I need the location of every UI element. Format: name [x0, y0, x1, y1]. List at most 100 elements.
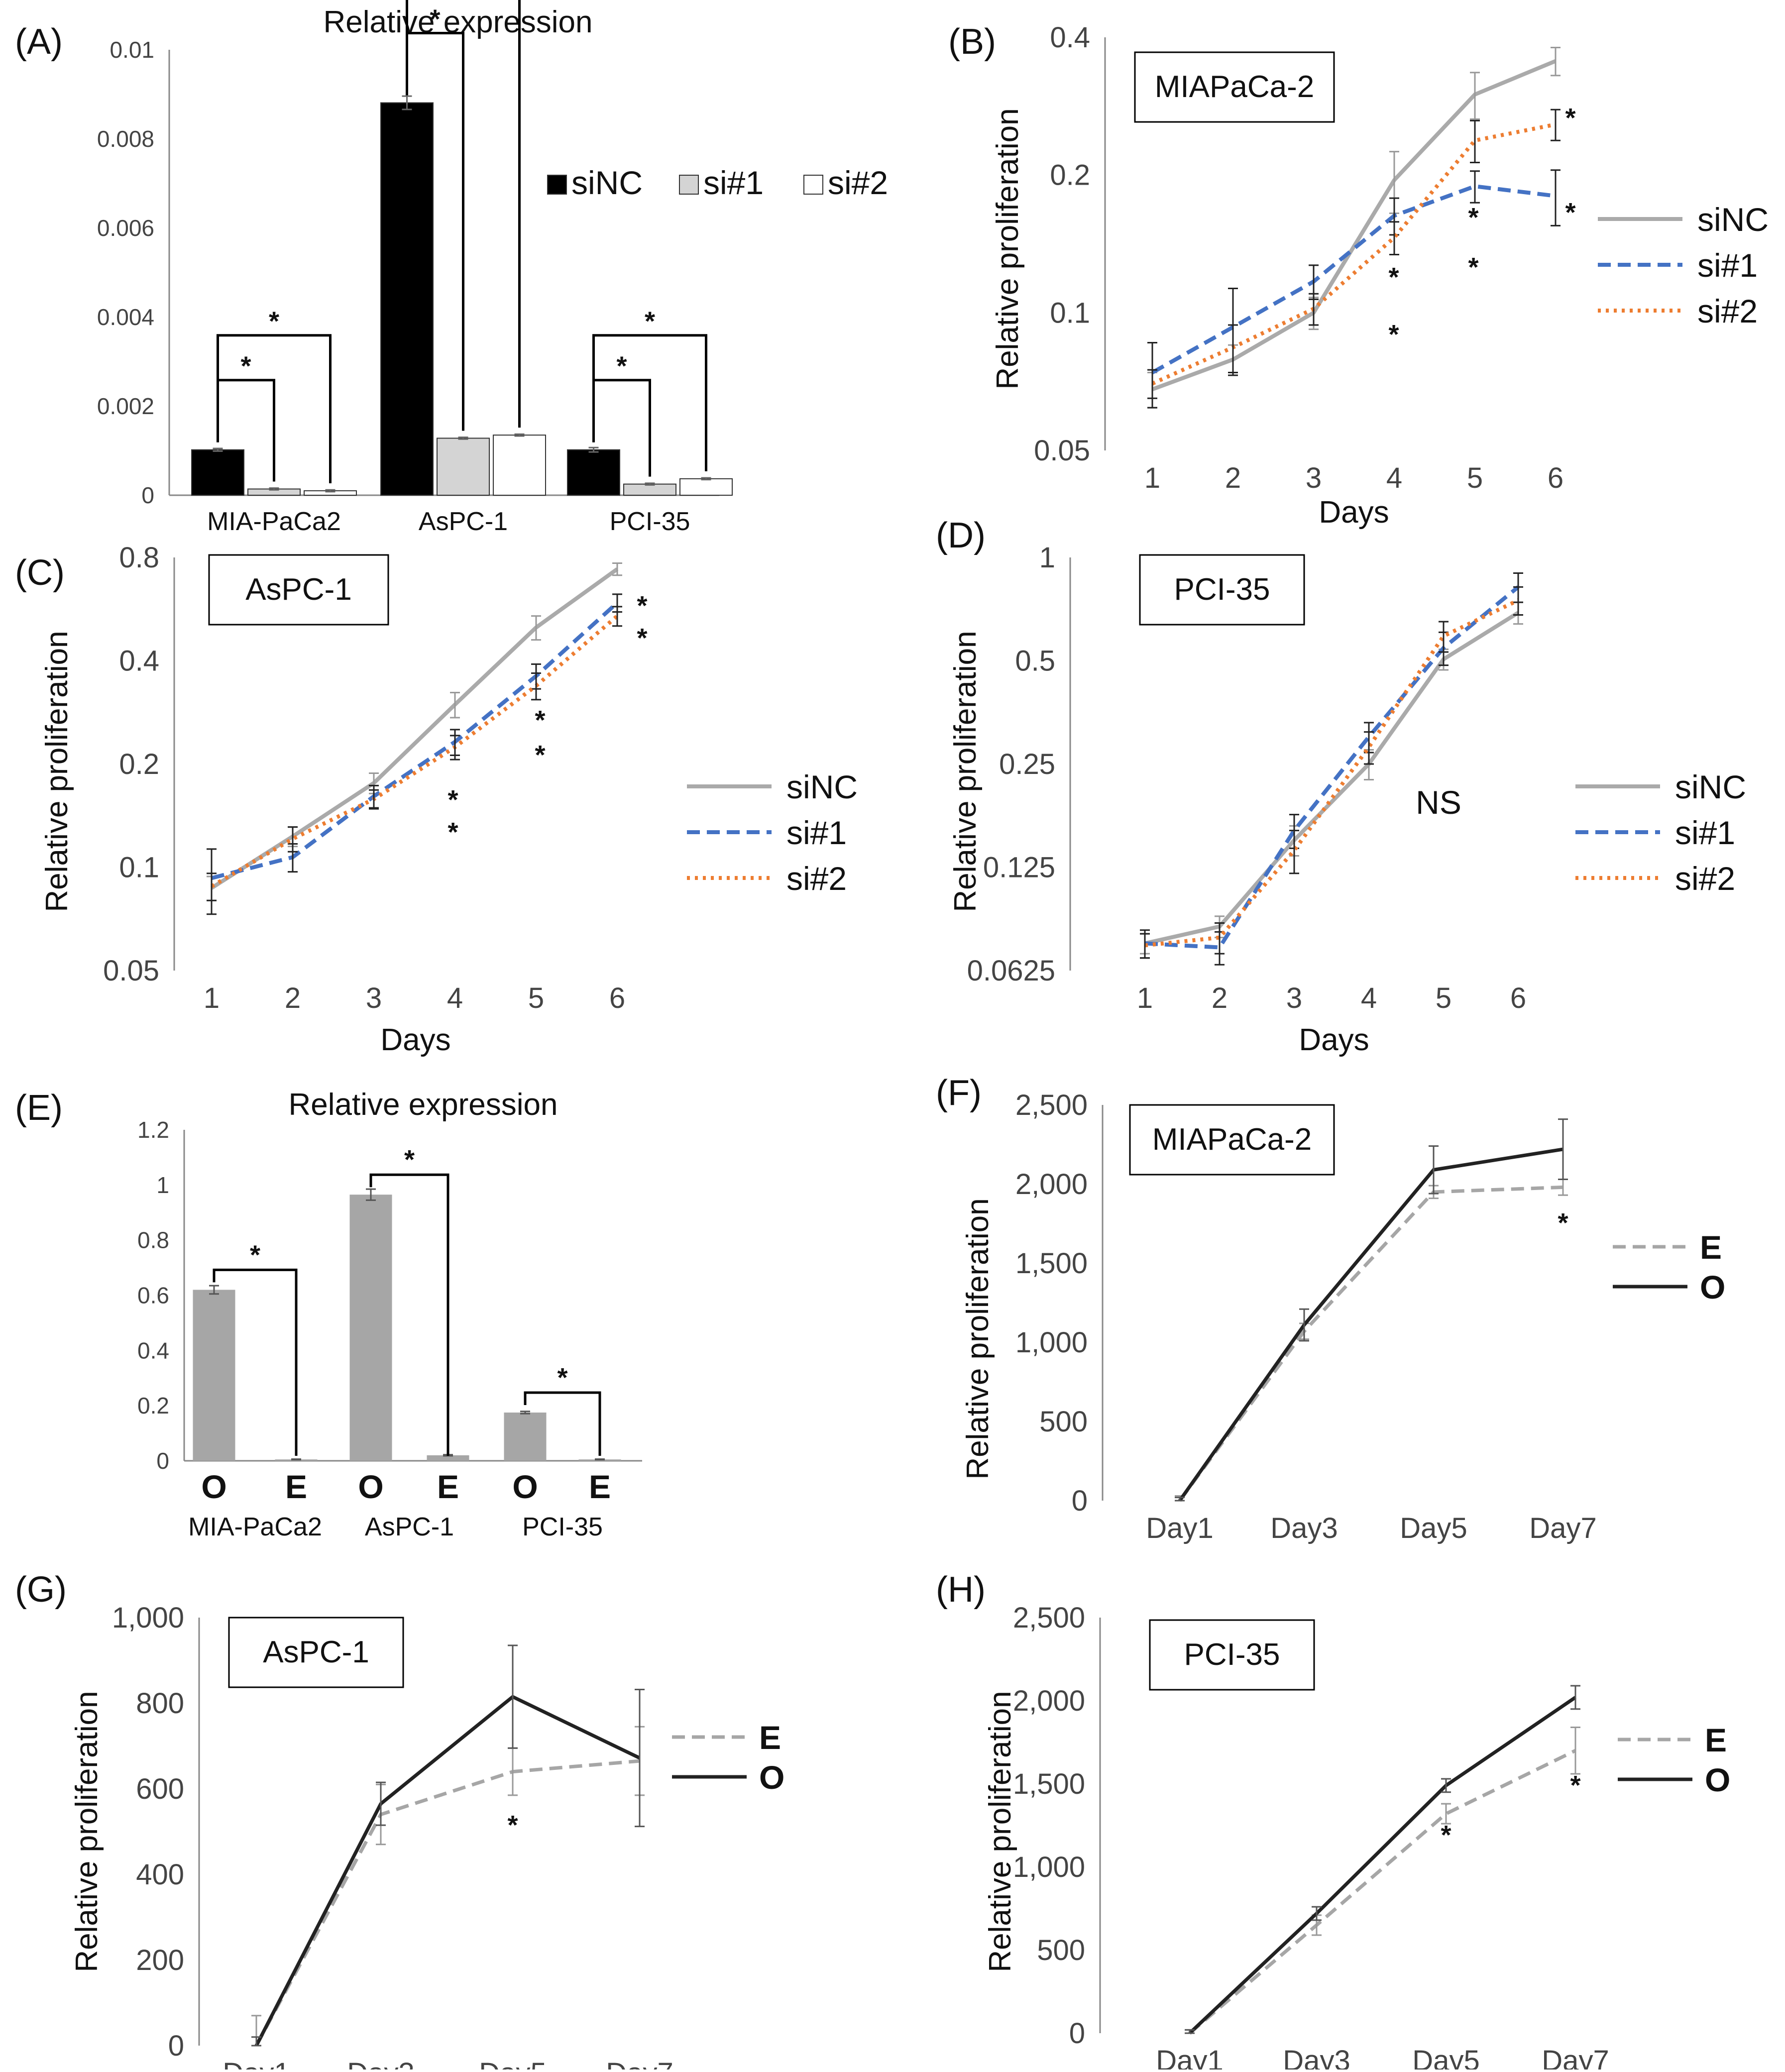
- y-tick-label-f: 2,000: [1015, 1168, 1088, 1200]
- x-tick-label-f: Day5: [1400, 1512, 1467, 1544]
- bar-a-si#2: [679, 478, 733, 496]
- y-tick-label-a: 0: [141, 482, 154, 508]
- series-line-d-siNC: [1144, 611, 1520, 946]
- y-tick-label-e: 1: [156, 1172, 169, 1198]
- chart-title-e: Relative expression: [288, 1088, 558, 1122]
- y-tick-label-d: 0.125: [983, 852, 1055, 884]
- legend-label-c: si#2: [786, 860, 847, 897]
- y-tick-label-b: 0.2: [1050, 159, 1090, 192]
- bar-label-e: O: [512, 1468, 538, 1505]
- y-tick-label-a: 0.004: [97, 304, 154, 330]
- legend-label-a: si#1: [703, 164, 764, 201]
- y-tick-label-e: 0.4: [137, 1337, 169, 1363]
- series-line-h-O: [1188, 1696, 1576, 2035]
- cell-line-box-b: [1134, 51, 1335, 123]
- cell-line-label-d: PCI-35: [1174, 572, 1270, 607]
- significance-star-h: *: [1570, 1770, 1580, 1800]
- y-tick-label-a: 0.002: [97, 393, 154, 419]
- significance-star-g: *: [507, 1810, 518, 1840]
- y-tick-label-d: 1: [1039, 542, 1055, 574]
- y-tick-label-h: 0: [1069, 2017, 1085, 2050]
- legend-label-c: si#1: [786, 814, 847, 851]
- bar-e: [349, 1195, 392, 1461]
- y-tick-label-e: 0.6: [137, 1283, 169, 1309]
- x-tick-label-d: 2: [1212, 982, 1227, 1014]
- panel-label-g: (G): [15, 1570, 67, 1610]
- series-line-b-si#2: [1151, 122, 1556, 386]
- series-line-d-si#2: [1144, 598, 1519, 948]
- y-tick-label-a: 0.006: [97, 215, 154, 241]
- category-label-a: AsPC-1: [419, 507, 508, 536]
- series-line-h-E: [1188, 1749, 1576, 2035]
- y-tick-label-e: 1.2: [137, 1117, 169, 1143]
- significance-bracket-a: [592, 379, 651, 477]
- x-tick-label-c: 6: [609, 982, 625, 1014]
- cell-line-label-g: AsPC-1: [263, 1635, 369, 1669]
- x-tick-label-h: Day3: [1283, 2045, 1350, 2070]
- bar-label-e: O: [201, 1468, 226, 1505]
- x-tick-label-f: Day3: [1270, 1512, 1338, 1544]
- x-tick-label-b: 6: [1548, 462, 1563, 494]
- significance-star-a: *: [430, 4, 440, 34]
- y-axis-title-b: Relative proliferation: [991, 108, 1025, 389]
- y-tick-label-c: 0.4: [119, 645, 159, 677]
- x-tick-label-g: Day7: [606, 2057, 673, 2070]
- cell-line-label-f: MIAPaCa-2: [1152, 1122, 1312, 1157]
- significance-star-b: *: [1565, 198, 1575, 227]
- bar-e: [504, 1413, 547, 1461]
- y-tick-label-d: 0.0625: [967, 955, 1055, 987]
- x-tick-label-b: 1: [1144, 462, 1160, 494]
- legend-label-a: si#2: [828, 164, 888, 201]
- series-line-d-si#1: [1144, 585, 1520, 950]
- bar-a-si#1: [623, 483, 676, 496]
- x-tick-label-f: Day1: [1146, 1512, 1213, 1544]
- x-tick-label-c: 2: [285, 982, 301, 1014]
- x-tick-label-h: Day1: [1156, 2045, 1223, 2070]
- y-tick-label-c: 0.8: [119, 542, 159, 574]
- significance-star-b: *: [1388, 320, 1399, 349]
- category-label-a: MIA-PaCa2: [207, 507, 341, 536]
- bar-label-e: E: [285, 1468, 307, 1505]
- y-tick-label-f: 2,500: [1015, 1089, 1088, 1121]
- x-tick-label-f: Day7: [1529, 1512, 1596, 1544]
- y-tick-label-g: 1,000: [112, 1602, 184, 1634]
- y-tick-label-a: 0.01: [110, 37, 154, 63]
- bar-a-siNC: [191, 449, 244, 496]
- significance-star-e: *: [250, 1240, 260, 1270]
- legend-label-g: O: [759, 1759, 784, 1796]
- panel-label-h: (H): [936, 1570, 986, 1610]
- x-tick-label-g: Day1: [223, 2057, 290, 2070]
- x-tick-label-b: 5: [1467, 462, 1483, 494]
- bar-a-si#1: [437, 437, 490, 496]
- group-label-e: PCI-35: [522, 1513, 603, 1541]
- y-tick-label-h: 500: [1037, 1934, 1085, 1966]
- y-tick-label-h: 2,000: [1013, 1685, 1085, 1717]
- y-tick-label-f: 500: [1039, 1406, 1088, 1438]
- group-label-e: MIA-PaCa2: [188, 1513, 322, 1541]
- x-tick-label-c: 3: [366, 982, 382, 1014]
- cell-line-label-b: MIAPaCa-2: [1155, 70, 1314, 104]
- legend-swatch-a: [803, 175, 823, 195]
- bar-label-e: E: [437, 1468, 459, 1505]
- significance-star-a: *: [240, 351, 251, 381]
- significance-star-c: *: [447, 785, 458, 815]
- legend-label-d: si#2: [1675, 860, 1735, 897]
- y-tick-label-e: 0.2: [137, 1393, 169, 1418]
- y-tick-label-f: 1,000: [1015, 1326, 1088, 1359]
- y-tick-label-f: 0: [1072, 1485, 1088, 1517]
- series-line-c-si#1: [211, 601, 619, 880]
- x-tick-label-g: Day5: [479, 2057, 546, 2070]
- legend-swatch-a: [547, 175, 567, 195]
- y-axis-title-g: Relative proliferation: [70, 1691, 104, 1972]
- significance-star-c: *: [637, 591, 647, 621]
- x-tick-label-h: Day5: [1412, 2045, 1479, 2070]
- series-line-c-siNC: [210, 567, 619, 890]
- significance-bracket-a: [217, 379, 275, 482]
- y-axis-title-c: Relative proliferation: [40, 631, 74, 912]
- legend-label-b: si#1: [1697, 247, 1758, 284]
- x-axis-title-c: Days: [380, 1023, 450, 1057]
- y-tick-label-g: 400: [136, 1858, 184, 1891]
- x-tick-label-d: 5: [1436, 982, 1451, 1014]
- series-line-b-si#1: [1151, 184, 1556, 375]
